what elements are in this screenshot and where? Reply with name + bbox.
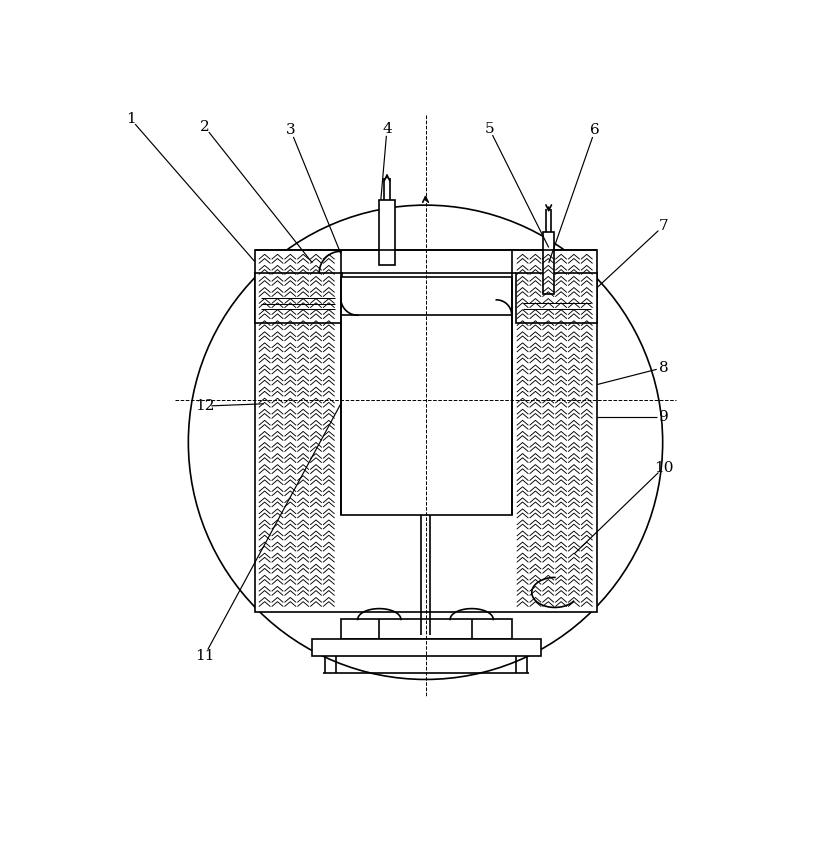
Bar <box>516 273 597 323</box>
Text: 11: 11 <box>194 649 214 663</box>
Bar <box>341 620 512 639</box>
Text: 5: 5 <box>484 122 494 136</box>
Text: 10: 10 <box>654 461 673 475</box>
Bar <box>341 276 512 515</box>
Text: 12: 12 <box>194 399 214 413</box>
Bar <box>312 639 541 656</box>
Text: 8: 8 <box>659 360 668 375</box>
Bar <box>543 232 554 294</box>
Bar <box>254 273 342 323</box>
Text: 2: 2 <box>199 120 209 134</box>
Bar <box>254 250 597 612</box>
Text: 1: 1 <box>125 112 135 126</box>
Text: 9: 9 <box>658 410 668 424</box>
Text: 3: 3 <box>286 123 296 138</box>
Bar <box>379 199 395 265</box>
Text: 7: 7 <box>659 219 668 233</box>
Text: 6: 6 <box>590 123 600 138</box>
Text: 4: 4 <box>382 122 392 136</box>
